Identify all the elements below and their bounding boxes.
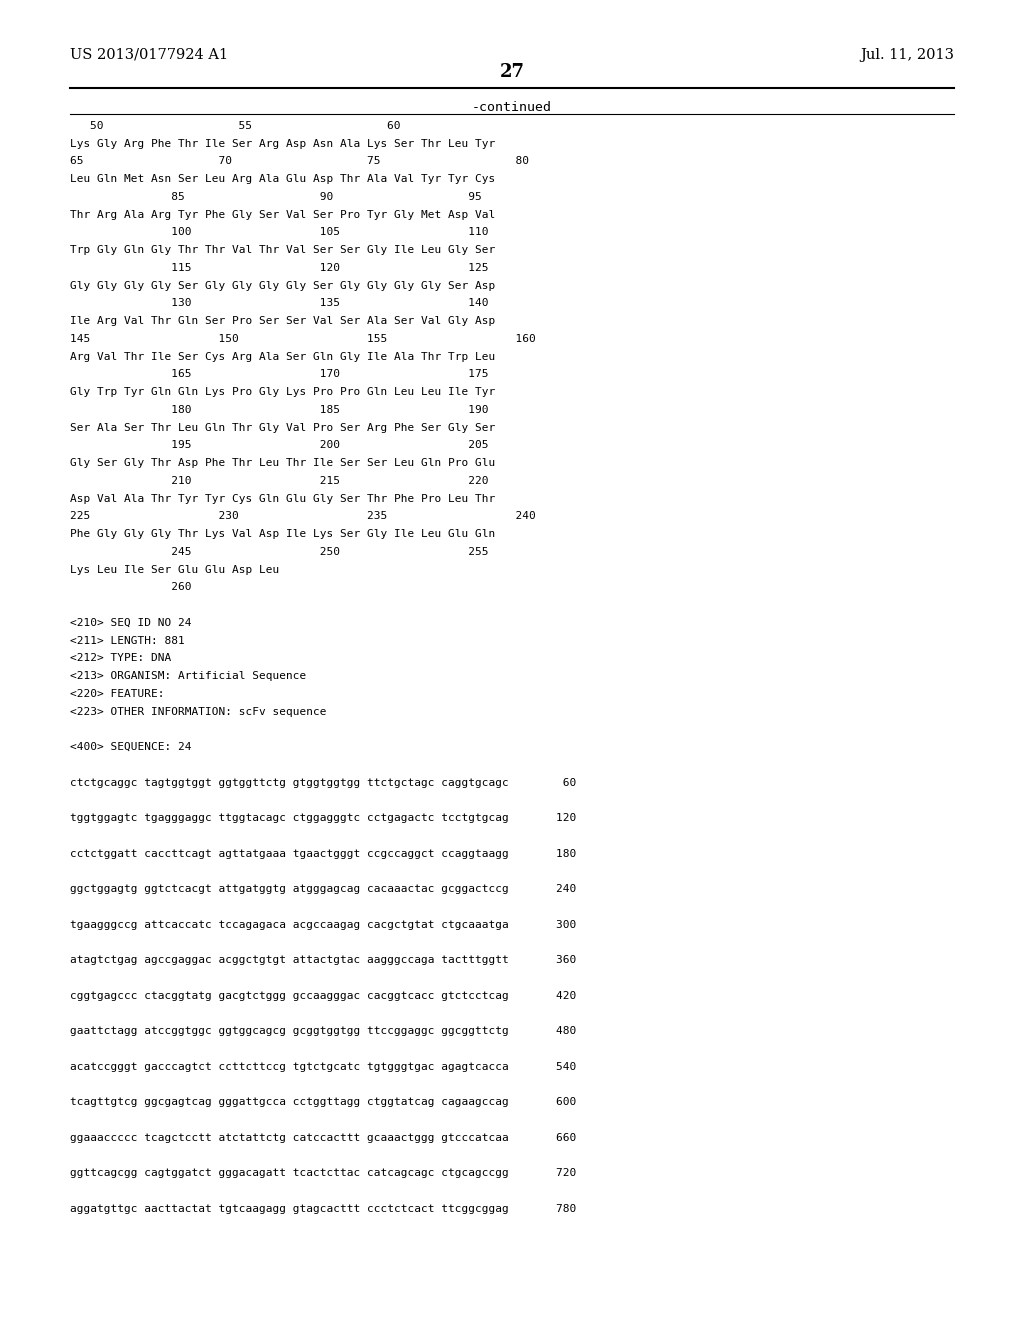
- Text: 100                   105                   110: 100 105 110: [70, 227, 488, 238]
- Text: 115                   120                   125: 115 120 125: [70, 263, 488, 273]
- Text: 165                   170                   175: 165 170 175: [70, 370, 488, 379]
- Text: Phe Gly Gly Gly Thr Lys Val Asp Ile Lys Ser Gly Ile Leu Glu Gln: Phe Gly Gly Gly Thr Lys Val Asp Ile Lys …: [70, 529, 495, 539]
- Text: Asp Val Ala Thr Tyr Tyr Cys Gln Glu Gly Ser Thr Phe Pro Leu Thr: Asp Val Ala Thr Tyr Tyr Cys Gln Glu Gly …: [70, 494, 495, 504]
- Text: US 2013/0177924 A1: US 2013/0177924 A1: [70, 48, 227, 62]
- Text: tggtggagtc tgagggaggc ttggtacagc ctggagggtc cctgagactc tcctgtgcag       120: tggtggagtc tgagggaggc ttggtacagc ctggagg…: [70, 813, 575, 824]
- Text: Ile Arg Val Thr Gln Ser Pro Ser Ser Val Ser Ala Ser Val Gly Asp: Ile Arg Val Thr Gln Ser Pro Ser Ser Val …: [70, 315, 495, 326]
- Text: 180                   185                   190: 180 185 190: [70, 405, 488, 414]
- Text: ggctggagtg ggtctcacgt attgatggtg atgggagcag cacaaactac gcggactccg       240: ggctggagtg ggtctcacgt attgatggtg atgggag…: [70, 884, 575, 894]
- Text: 85                    90                    95: 85 90 95: [70, 191, 481, 202]
- Text: Gly Ser Gly Thr Asp Phe Thr Leu Thr Ile Ser Ser Leu Gln Pro Glu: Gly Ser Gly Thr Asp Phe Thr Leu Thr Ile …: [70, 458, 495, 469]
- Text: Jul. 11, 2013: Jul. 11, 2013: [860, 48, 954, 62]
- Text: <400> SEQUENCE: 24: <400> SEQUENCE: 24: [70, 742, 191, 752]
- Text: <212> TYPE: DNA: <212> TYPE: DNA: [70, 653, 171, 664]
- Text: ggaaaccccc tcagctcctt atctattctg catccacttt gcaaactggg gtcccatcaa       660: ggaaaccccc tcagctcctt atctattctg catccac…: [70, 1133, 575, 1143]
- Text: <213> ORGANISM: Artificial Sequence: <213> ORGANISM: Artificial Sequence: [70, 671, 306, 681]
- Text: <223> OTHER INFORMATION: scFv sequence: <223> OTHER INFORMATION: scFv sequence: [70, 706, 326, 717]
- Text: 210                   215                   220: 210 215 220: [70, 477, 488, 486]
- Text: Lys Gly Arg Phe Thr Ile Ser Arg Asp Asn Ala Lys Ser Thr Leu Tyr: Lys Gly Arg Phe Thr Ile Ser Arg Asp Asn …: [70, 139, 495, 149]
- Text: Gly Gly Gly Gly Ser Gly Gly Gly Gly Ser Gly Gly Gly Gly Ser Asp: Gly Gly Gly Gly Ser Gly Gly Gly Gly Ser …: [70, 281, 495, 290]
- Text: Thr Arg Ala Arg Tyr Phe Gly Ser Val Ser Pro Tyr Gly Met Asp Val: Thr Arg Ala Arg Tyr Phe Gly Ser Val Ser …: [70, 210, 495, 219]
- Text: aggatgttgc aacttactat tgtcaagagg gtagcacttt ccctctcact ttcggcggag       780: aggatgttgc aacttactat tgtcaagagg gtagcac…: [70, 1204, 575, 1214]
- Text: Lys Leu Ile Ser Glu Glu Asp Leu: Lys Leu Ile Ser Glu Glu Asp Leu: [70, 565, 279, 574]
- Text: 145                   150                   155                   160: 145 150 155 160: [70, 334, 536, 343]
- Text: tgaagggccg attcaccatc tccagagaca acgccaagag cacgctgtat ctgcaaatga       300: tgaagggccg attcaccatc tccagagaca acgccaa…: [70, 920, 575, 929]
- Text: 27: 27: [500, 63, 524, 82]
- Text: 65                    70                    75                    80: 65 70 75 80: [70, 156, 528, 166]
- Text: <211> LENGTH: 881: <211> LENGTH: 881: [70, 636, 184, 645]
- Text: ggttcagcgg cagtggatct gggacagatt tcactcttac catcagcagc ctgcagccgg       720: ggttcagcgg cagtggatct gggacagatt tcactct…: [70, 1168, 575, 1179]
- Text: Arg Val Thr Ile Ser Cys Arg Ala Ser Gln Gly Ile Ala Thr Trp Leu: Arg Val Thr Ile Ser Cys Arg Ala Ser Gln …: [70, 351, 495, 362]
- Text: 50                    55                    60: 50 55 60: [90, 121, 400, 131]
- Text: Trp Gly Gln Gly Thr Thr Val Thr Val Ser Ser Gly Ile Leu Gly Ser: Trp Gly Gln Gly Thr Thr Val Thr Val Ser …: [70, 246, 495, 255]
- Text: 245                   250                   255: 245 250 255: [70, 546, 488, 557]
- Text: Ser Ala Ser Thr Leu Gln Thr Gly Val Pro Ser Arg Phe Ser Gly Ser: Ser Ala Ser Thr Leu Gln Thr Gly Val Pro …: [70, 422, 495, 433]
- Text: ctctgcaggc tagtggtggt ggtggttctg gtggtggtgg ttctgctagc caggtgcagc        60: ctctgcaggc tagtggtggt ggtggttctg gtggtgg…: [70, 777, 575, 788]
- Text: cctctggatt caccttcagt agttatgaaa tgaactgggt ccgccaggct ccaggtaagg       180: cctctggatt caccttcagt agttatgaaa tgaactg…: [70, 849, 575, 859]
- Text: Gly Trp Tyr Gln Gln Lys Pro Gly Lys Pro Pro Gln Leu Leu Ile Tyr: Gly Trp Tyr Gln Gln Lys Pro Gly Lys Pro …: [70, 387, 495, 397]
- Text: cggtgagccc ctacggtatg gacgtctggg gccaagggac cacggtcacc gtctcctcag       420: cggtgagccc ctacggtatg gacgtctggg gccaagg…: [70, 991, 575, 1001]
- Text: acatccgggt gacccagtct ccttcttccg tgtctgcatc tgtgggtgac agagtcacca       540: acatccgggt gacccagtct ccttcttccg tgtctgc…: [70, 1061, 575, 1072]
- Text: 195                   200                   205: 195 200 205: [70, 441, 488, 450]
- Text: 225                   230                   235                   240: 225 230 235 240: [70, 511, 536, 521]
- Text: <220> FEATURE:: <220> FEATURE:: [70, 689, 164, 698]
- Text: tcagttgtcg ggcgagtcag gggattgcca cctggttagg ctggtatcag cagaagccag       600: tcagttgtcg ggcgagtcag gggattgcca cctggtt…: [70, 1097, 575, 1107]
- Text: Leu Gln Met Asn Ser Leu Arg Ala Glu Asp Thr Ala Val Tyr Tyr Cys: Leu Gln Met Asn Ser Leu Arg Ala Glu Asp …: [70, 174, 495, 183]
- Text: 260: 260: [70, 582, 191, 593]
- Text: -continued: -continued: [472, 102, 552, 114]
- Text: <210> SEQ ID NO 24: <210> SEQ ID NO 24: [70, 618, 191, 628]
- Text: gaattctagg atccggtggc ggtggcagcg gcggtggtgg ttccggaggc ggcggttctg       480: gaattctagg atccggtggc ggtggcagcg gcggtgg…: [70, 1026, 575, 1036]
- Text: 130                   135                   140: 130 135 140: [70, 298, 488, 309]
- Text: atagtctgag agccgaggac acggctgtgt attactgtac aagggccaga tactttggtt       360: atagtctgag agccgaggac acggctgtgt attactg…: [70, 956, 575, 965]
